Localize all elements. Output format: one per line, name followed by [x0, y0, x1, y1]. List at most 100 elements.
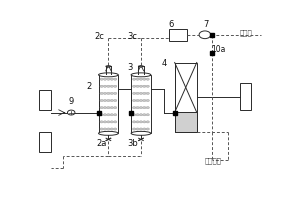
- Circle shape: [139, 128, 142, 130]
- Circle shape: [143, 99, 146, 102]
- Circle shape: [136, 85, 139, 87]
- Circle shape: [114, 114, 117, 116]
- Ellipse shape: [138, 66, 143, 67]
- Bar: [39, 132, 52, 152]
- Circle shape: [110, 114, 113, 116]
- Bar: [169, 29, 188, 41]
- Circle shape: [136, 114, 139, 116]
- Circle shape: [100, 114, 103, 116]
- Circle shape: [114, 121, 117, 123]
- Text: 6: 6: [169, 20, 174, 29]
- Ellipse shape: [106, 66, 111, 67]
- Circle shape: [143, 92, 146, 94]
- Circle shape: [103, 107, 106, 109]
- Circle shape: [133, 114, 136, 116]
- Circle shape: [146, 114, 149, 116]
- Circle shape: [114, 99, 117, 102]
- Bar: [175, 112, 197, 132]
- Circle shape: [143, 128, 146, 130]
- Circle shape: [107, 121, 110, 123]
- Circle shape: [103, 78, 106, 80]
- Circle shape: [146, 121, 149, 123]
- Circle shape: [139, 85, 142, 87]
- Circle shape: [136, 121, 139, 123]
- Circle shape: [114, 78, 117, 80]
- Circle shape: [114, 128, 117, 130]
- Text: 9: 9: [69, 97, 74, 106]
- Circle shape: [110, 128, 113, 130]
- Text: 备用气: 备用气: [240, 29, 253, 36]
- Text: 4: 4: [162, 59, 167, 68]
- Ellipse shape: [131, 131, 151, 135]
- Text: 2c: 2c: [94, 32, 104, 41]
- Circle shape: [110, 92, 113, 94]
- Circle shape: [100, 92, 103, 94]
- Circle shape: [146, 78, 149, 80]
- Circle shape: [100, 128, 103, 130]
- Circle shape: [139, 107, 142, 109]
- Circle shape: [143, 107, 146, 109]
- Circle shape: [107, 78, 110, 80]
- Circle shape: [139, 78, 142, 80]
- Text: 3: 3: [127, 63, 132, 72]
- Circle shape: [107, 99, 110, 102]
- Ellipse shape: [98, 73, 118, 77]
- Text: 7: 7: [203, 20, 208, 29]
- Circle shape: [103, 92, 106, 94]
- Bar: [175, 62, 197, 132]
- Circle shape: [110, 121, 113, 123]
- Circle shape: [136, 92, 139, 94]
- Text: 3c: 3c: [127, 32, 137, 41]
- Circle shape: [139, 92, 142, 94]
- Circle shape: [143, 85, 146, 87]
- Circle shape: [146, 92, 149, 94]
- Circle shape: [133, 92, 136, 94]
- Circle shape: [107, 128, 110, 130]
- Circle shape: [136, 128, 139, 130]
- Circle shape: [133, 107, 136, 109]
- Circle shape: [103, 85, 106, 87]
- Ellipse shape: [131, 73, 151, 77]
- Circle shape: [110, 107, 113, 109]
- Circle shape: [103, 114, 106, 116]
- Circle shape: [133, 99, 136, 102]
- Circle shape: [110, 85, 113, 87]
- Circle shape: [110, 78, 113, 80]
- Circle shape: [146, 85, 149, 87]
- Bar: [39, 90, 52, 110]
- Circle shape: [146, 128, 149, 130]
- Circle shape: [107, 114, 110, 116]
- Circle shape: [103, 99, 106, 102]
- Circle shape: [103, 121, 106, 123]
- Circle shape: [136, 99, 139, 102]
- Circle shape: [107, 107, 110, 109]
- Circle shape: [139, 114, 142, 116]
- Text: 10a: 10a: [211, 45, 225, 54]
- Circle shape: [139, 121, 142, 123]
- Circle shape: [143, 114, 146, 116]
- Circle shape: [143, 121, 146, 123]
- Circle shape: [133, 128, 136, 130]
- Circle shape: [136, 78, 139, 80]
- Circle shape: [100, 85, 103, 87]
- Circle shape: [100, 78, 103, 80]
- Circle shape: [146, 107, 149, 109]
- Circle shape: [143, 78, 146, 80]
- Circle shape: [114, 107, 117, 109]
- Text: 2: 2: [86, 82, 92, 91]
- Text: 2a: 2a: [97, 139, 107, 148]
- Circle shape: [107, 85, 110, 87]
- Bar: [240, 83, 251, 110]
- Text: 3b: 3b: [127, 139, 138, 148]
- Circle shape: [133, 78, 136, 80]
- Circle shape: [133, 85, 136, 87]
- Ellipse shape: [98, 131, 118, 135]
- Circle shape: [114, 92, 117, 94]
- Circle shape: [103, 128, 106, 130]
- Circle shape: [110, 99, 113, 102]
- Circle shape: [100, 99, 103, 102]
- Circle shape: [136, 107, 139, 109]
- Circle shape: [139, 99, 142, 102]
- Circle shape: [146, 99, 149, 102]
- Circle shape: [133, 121, 136, 123]
